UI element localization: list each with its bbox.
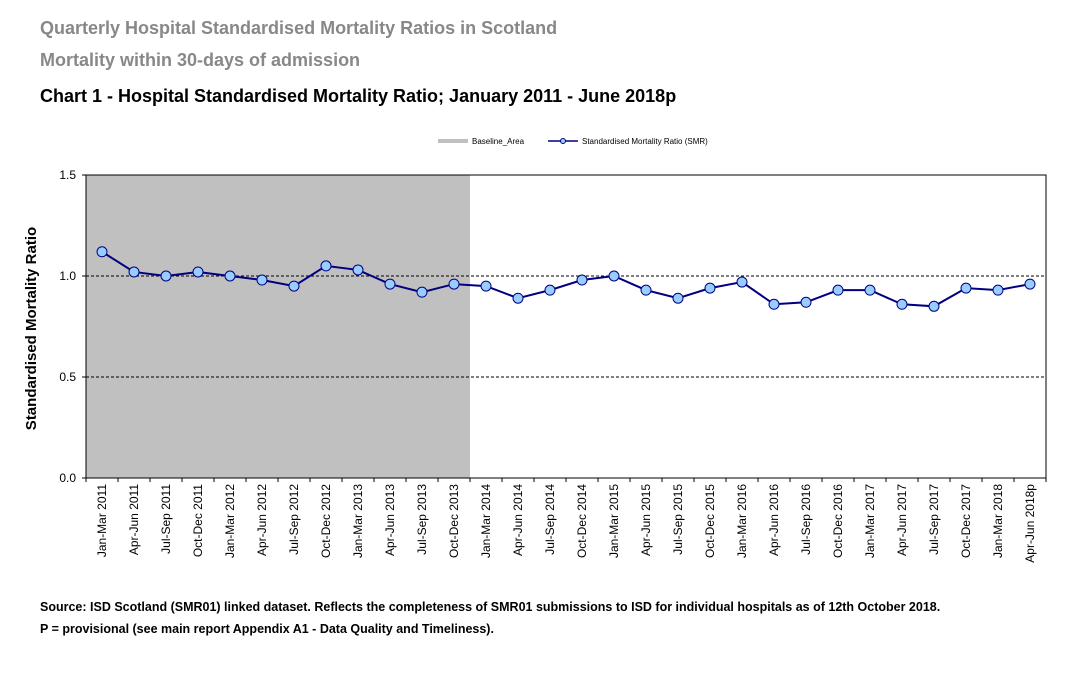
x-tick-label: Oct-Dec 2016 <box>831 484 845 558</box>
smr-data-point <box>864 284 876 296</box>
x-tick-label: Apr-Jun 2013 <box>383 484 397 556</box>
x-tick-label: Oct-Dec 2014 <box>575 484 589 558</box>
x-tick-label: Oct-Dec 2013 <box>447 484 461 558</box>
legend-smr-marker <box>560 138 566 144</box>
smr-data-point <box>768 298 780 310</box>
x-tick-label: Jul-Sep 2014 <box>543 484 557 555</box>
x-tick-label: Jul-Sep 2011 <box>159 484 173 554</box>
smr-data-point <box>800 296 812 308</box>
legend-baseline-swatch <box>438 139 468 143</box>
x-tick-label: Jul-Sep 2017 <box>927 484 941 555</box>
x-tick-label: Jan-Mar 2018 <box>991 484 1005 558</box>
x-tick-label: Apr-Jun 2015 <box>639 484 653 556</box>
source-note: Source: ISD Scotland (SMR01) linked data… <box>40 600 941 614</box>
y-axis-label: Standardised Mortality Ratio <box>23 227 40 430</box>
smr-data-point <box>608 270 620 282</box>
smr-data-point <box>480 280 492 292</box>
smr-data-point <box>992 284 1004 296</box>
smr-data-point <box>192 266 204 278</box>
page-title: Quarterly Hospital Standardised Mortalit… <box>40 18 558 38</box>
x-tick-label: Jan-Mar 2014 <box>479 484 493 558</box>
smr-data-point <box>736 276 748 288</box>
smr-data-point <box>704 282 716 294</box>
smr-data-point <box>160 270 172 282</box>
smr-data-point <box>576 274 588 286</box>
legend-baseline-label: Baseline_Area <box>472 137 525 146</box>
smr-data-point <box>896 298 908 310</box>
smr-data-point <box>288 280 300 292</box>
smr-data-point <box>640 284 652 296</box>
smr-data-point <box>128 266 140 278</box>
smr-data-point <box>96 246 108 258</box>
smr-data-point <box>1024 278 1036 290</box>
x-tick-label: Apr-Jun 2016 <box>767 484 781 556</box>
x-tick-label: Apr-Jun 2011 <box>127 484 141 555</box>
smr-data-point <box>320 260 332 272</box>
smr-data-point <box>448 278 460 290</box>
y-tick-label: 0.5 <box>59 370 76 384</box>
smr-data-point <box>352 264 364 276</box>
chart-title: Chart 1 - Hospital Standardised Mortalit… <box>40 86 677 106</box>
x-tick-label: Jul-Sep 2015 <box>671 484 685 555</box>
x-tick-label: Jan-Mar 2016 <box>735 484 749 558</box>
x-tick-label: Apr-Jun 2017 <box>895 484 909 556</box>
page-subtitle: Mortality within 30-days of admission <box>40 50 361 70</box>
x-tick-label: Jul-Sep 2016 <box>799 484 813 555</box>
x-tick-label: Oct-Dec 2012 <box>319 484 333 558</box>
x-tick-label: Jul-Sep 2013 <box>415 484 429 555</box>
x-tick-label: Apr-Jun 2018p <box>1023 484 1037 563</box>
x-tick-label: Jan-Mar 2011 <box>95 484 109 557</box>
smr-data-point <box>544 284 556 296</box>
smr-data-point <box>832 284 844 296</box>
x-tick-label: Jan-Mar 2017 <box>863 484 877 558</box>
smr-data-point <box>512 292 524 304</box>
x-tick-label: Apr-Jun 2014 <box>511 484 525 556</box>
legend-smr-label: Standardised Mortality Ratio (SMR) <box>582 137 708 146</box>
baseline-area <box>86 175 470 478</box>
smr-data-point <box>960 282 972 294</box>
smr-data-point <box>416 286 428 298</box>
smr-data-point <box>928 300 940 312</box>
smr-data-point <box>384 278 396 290</box>
x-tick-label: Apr-Jun 2012 <box>255 484 269 556</box>
provisional-note: P = provisional (see main report Appendi… <box>40 622 494 636</box>
smr-data-point <box>224 270 236 282</box>
x-tick-label: Oct-Dec 2015 <box>703 484 717 558</box>
x-tick-label: Jul-Sep 2012 <box>287 484 301 555</box>
y-tick-label: 1.5 <box>59 168 76 182</box>
y-tick-label: 0.0 <box>59 471 76 485</box>
x-tick-label: Jan-Mar 2015 <box>607 484 621 558</box>
x-tick-label: Jan-Mar 2013 <box>351 484 365 558</box>
x-tick-label: Oct-Dec 2011 <box>191 484 205 557</box>
x-tick-label: Jan-Mar 2012 <box>223 484 237 558</box>
smr-data-point <box>256 274 268 286</box>
x-tick-label: Oct-Dec 2017 <box>959 484 973 558</box>
y-tick-label: 1.0 <box>59 269 76 283</box>
smr-data-point <box>672 292 684 304</box>
smr-line-chart: 0.0 0.5 1.0 1.5 Jan-Mar 2011 Apr-Jun 2011 Jul-… <box>23 137 1047 563</box>
